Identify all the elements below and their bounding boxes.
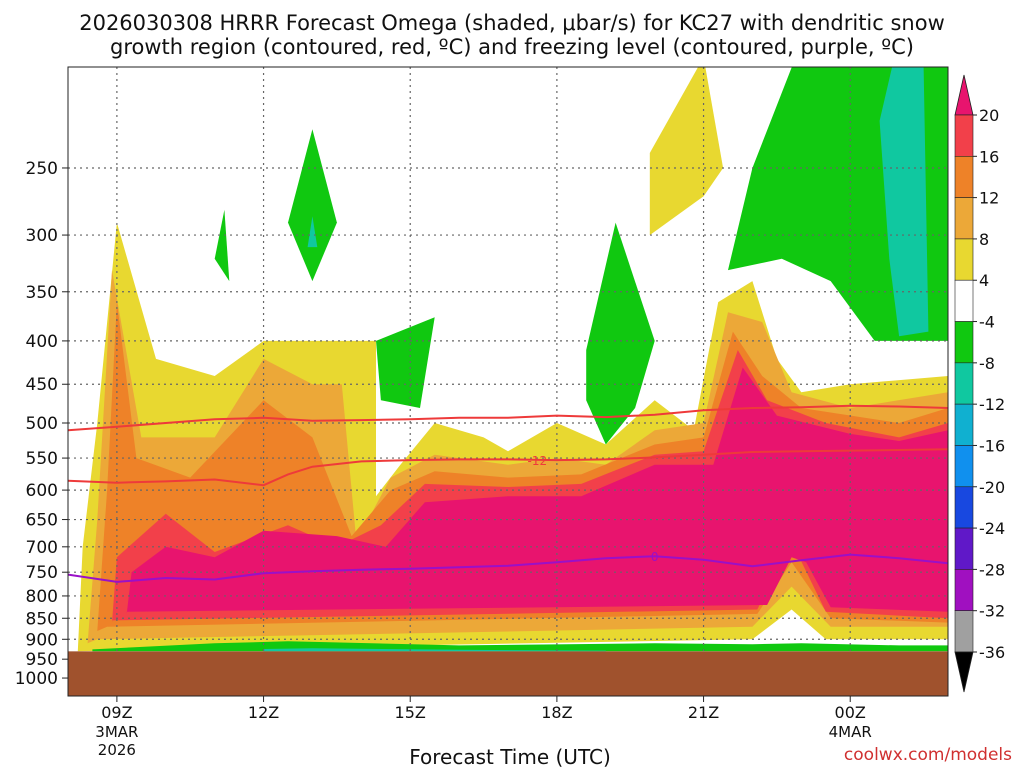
y-tick-label-250: 250 xyxy=(26,159,58,179)
x-tick-year-09Z: 2026 xyxy=(98,741,136,759)
colorbar-top-arrow xyxy=(954,74,974,116)
colorbar-swatch-10 xyxy=(954,486,974,529)
colorbar-label-3: 8 xyxy=(979,230,989,249)
colorbar-swatch-6 xyxy=(954,321,974,364)
colorbar-swatch-12 xyxy=(954,569,974,611)
y-tick-label-750: 750 xyxy=(26,563,58,583)
colorbar-swatch-7 xyxy=(954,362,974,405)
colorbar-swatch-8 xyxy=(954,403,974,446)
chart-title-line1: 2026030308 HRRR Forecast Omega (shaded, … xyxy=(79,11,945,35)
omega-region-5 xyxy=(126,367,948,614)
colorbar-bottom-arrow xyxy=(954,651,974,693)
omega-region-8 xyxy=(307,216,318,248)
y-tick-label-900: 900 xyxy=(26,630,58,650)
omega-region-1 xyxy=(649,67,724,236)
colorbar-label-13: -36 xyxy=(979,643,1005,662)
colorbar: 20 16 12 8 4 -4 -8 -12 -16 -20 -24 -28 -32 -36 xyxy=(954,74,1005,693)
y-tick-label-700: 700 xyxy=(26,538,58,558)
omega-region-7 xyxy=(288,129,337,282)
y-tick-label-350: 350 xyxy=(26,283,58,303)
colorbar-label-9: -20 xyxy=(979,478,1005,497)
omega-region-10 xyxy=(586,222,655,445)
colorbar-swatch-2 xyxy=(954,156,974,198)
x-tick-label-21Z: 21Z xyxy=(688,703,719,722)
x-axis-label: Forecast Time (UTC) xyxy=(409,745,611,768)
colorbar-label-4: 4 xyxy=(979,271,989,290)
y-tick-label-600: 600 xyxy=(26,481,58,501)
y-tick-label-500: 500 xyxy=(26,414,58,434)
ground-below-surface xyxy=(68,651,948,696)
y-tick-label-300: 300 xyxy=(26,226,58,246)
colorbar-swatch-13 xyxy=(954,610,974,653)
contour-line-2 xyxy=(68,553,948,583)
colorbar-label-11: -28 xyxy=(979,560,1005,579)
credit-text: coolwx.com/models xyxy=(844,745,1012,765)
colorbar-label-5: -4 xyxy=(979,313,995,332)
y-tick-label-450: 450 xyxy=(26,375,58,395)
contour-line-0 xyxy=(68,404,948,432)
y-tick-label-650: 650 xyxy=(26,511,58,531)
colorbar-swatch-1 xyxy=(954,114,974,157)
colorbar-swatch-5 xyxy=(954,279,974,322)
contour-line-1 xyxy=(68,448,948,487)
omega-region-14 xyxy=(263,648,606,652)
y-tick-label-850: 850 xyxy=(26,609,58,629)
colorbar-label-6: -8 xyxy=(979,354,995,373)
colorbar-swatch-11 xyxy=(954,527,974,570)
x-tick-label-18Z: 18Z xyxy=(541,703,572,722)
x-tick-date-00Z: 4MAR xyxy=(829,723,872,741)
plot-frame xyxy=(67,66,949,697)
chart-title-line2: growth region (contoured, red, ºC) and f… xyxy=(110,35,914,59)
colorbar-swatch-9 xyxy=(954,445,974,488)
x-tick-label-12Z: 12Z xyxy=(248,703,279,722)
colorbar-label-10: -24 xyxy=(979,519,1005,538)
x-tick-label-09Z: 09Z xyxy=(101,703,132,722)
y-tick-label-1000: 1000 xyxy=(15,669,58,689)
contour-label-minus12: -12 xyxy=(528,454,548,468)
colorbar-swatch-3 xyxy=(954,197,974,240)
omega-region-12 xyxy=(879,67,929,337)
contour-label-zero: 0 xyxy=(651,550,659,564)
omega-region-6 xyxy=(214,209,230,282)
colorbar-label-1: 16 xyxy=(979,147,999,166)
y-tick-label-550: 550 xyxy=(26,449,58,469)
x-tick-label-00Z: 00Z xyxy=(835,703,866,722)
colorbar-label-12: -32 xyxy=(979,602,1005,621)
y-tick-label-950: 950 xyxy=(26,650,58,670)
colorbar-label-0: 20 xyxy=(979,106,999,125)
colorbar-swatch-4 xyxy=(954,238,974,281)
omega-region-9 xyxy=(376,317,435,408)
colorbar-label-7: -12 xyxy=(979,395,1005,414)
pressure-axis: 2503003504004505005506006507007508008509… xyxy=(15,159,68,689)
y-tick-label-800: 800 xyxy=(26,587,58,607)
x-tick-label-15Z: 15Z xyxy=(395,703,426,722)
colorbar-label-2: 12 xyxy=(979,189,999,208)
x-tick-date-09Z: 3MAR xyxy=(95,723,138,741)
contour-layer: -12 0 xyxy=(68,404,948,583)
colorbar-label-8: -16 xyxy=(979,436,1005,455)
y-tick-label-400: 400 xyxy=(26,332,58,352)
